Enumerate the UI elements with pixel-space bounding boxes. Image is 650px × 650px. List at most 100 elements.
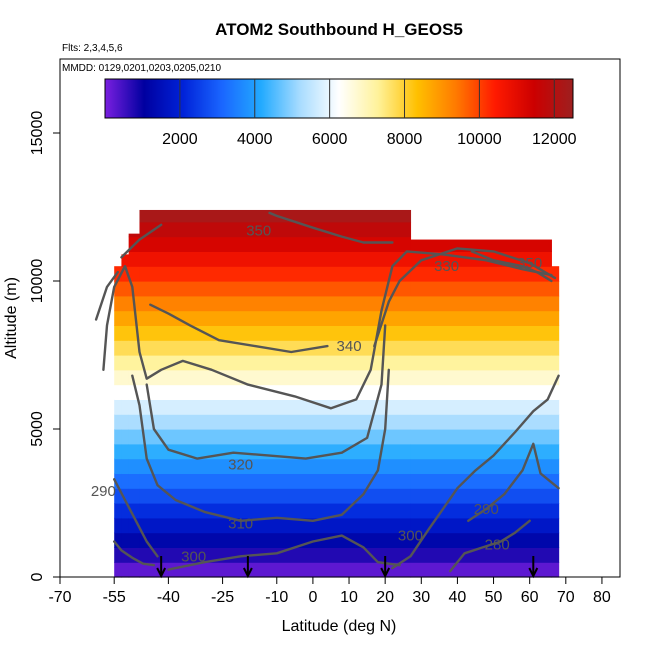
- heatmap-cell: [121, 399, 130, 415]
- heatmap-cell: [114, 325, 123, 341]
- heatmap-cell: [551, 281, 560, 297]
- x-tick-label: -25: [211, 589, 234, 606]
- contour-labels: 280 290 290 300 300 310 320 330 340 350 350: [91, 223, 542, 566]
- heatmap-cell: [121, 340, 130, 356]
- heatmap-cell: [128, 369, 141, 386]
- dates-note: MMDD: 0129,0201,0203,0205,0210: [62, 63, 221, 74]
- heatmap-cell: [128, 251, 141, 267]
- heatmap-cell: [410, 547, 552, 563]
- heatmap-cell: [139, 310, 412, 326]
- heatmap-cell: [139, 429, 412, 445]
- heatmap-cell: [114, 458, 123, 474]
- heatmap-cell: [410, 443, 552, 460]
- contour-label: 340: [337, 338, 362, 355]
- contour-340: [94, 270, 119, 321]
- heatmap-cell: [128, 458, 141, 474]
- heatmap-cell: [139, 281, 412, 297]
- heatmap-cell: [551, 503, 560, 519]
- heatmap-cell: [410, 325, 552, 341]
- colorbar-ticks: 2000 4000 6000 8000 10000 12000: [162, 79, 577, 148]
- heatmap-cell: [139, 488, 412, 504]
- heatmap-cell: [121, 458, 130, 474]
- x-tick-label: 20: [376, 589, 394, 606]
- heatmap-cell: [139, 532, 412, 548]
- contour-310: [131, 368, 390, 522]
- y-tick-label: 0: [29, 572, 46, 581]
- heatmap-cell: [128, 325, 141, 341]
- heatmap-cell: [121, 562, 130, 578]
- y-tick-label: 5000: [29, 411, 46, 447]
- heatmap-cell: [551, 399, 560, 415]
- heatmap-cell: [410, 399, 552, 415]
- heatmap-cell: [551, 369, 560, 386]
- x-tick-label: 80: [593, 589, 611, 606]
- heatmap-cell: [551, 355, 560, 371]
- heatmap-cell: [128, 340, 141, 356]
- y-tick-label: 15000: [29, 111, 46, 156]
- heatmap-cell: [114, 384, 123, 400]
- heatmap-cell: [551, 517, 560, 534]
- heatmap-cell: [128, 266, 141, 282]
- heatmap-cell: [128, 517, 141, 534]
- x-tick-label: -70: [48, 589, 71, 606]
- heatmap-cell: [410, 384, 552, 400]
- contour-label: 280: [485, 536, 510, 553]
- heatmap-cell: [121, 369, 130, 386]
- heatmap-cell: [114, 488, 123, 504]
- heatmap-cell: [121, 503, 130, 519]
- colorbar-tick-label: 6000: [312, 131, 348, 148]
- heatmap-cell: [114, 310, 123, 326]
- heatmap-cell: [139, 355, 412, 371]
- heatmap-cell: [128, 414, 141, 430]
- heatmap-cell: [114, 340, 123, 356]
- heatmap-cell: [139, 414, 412, 430]
- heatmap-cell: [128, 233, 141, 238]
- heatmap-cell: [139, 473, 412, 489]
- heatmap-cell: [139, 517, 412, 534]
- heatmap-cell: [121, 517, 130, 534]
- colorbar-gradient: [104, 78, 574, 119]
- heatmap-cell: [139, 547, 412, 563]
- heatmap-cell: [121, 384, 130, 400]
- x-axis: -70 -55 -40 -25 -10 0 10 20 30 40 50 60 70 80: [48, 576, 620, 606]
- heatmap-cell: [551, 473, 560, 489]
- heatmap-cell: [128, 547, 141, 563]
- contour-300: [391, 374, 560, 570]
- heatmap-cell: [128, 310, 141, 326]
- heatmap-cell: [139, 251, 412, 267]
- flight-markers: [156, 556, 539, 579]
- heatmap-cell: [114, 532, 123, 548]
- heatmap-cell: [121, 532, 130, 548]
- colorbar-tick-label: 4000: [237, 131, 273, 148]
- heatmap-cell: [551, 340, 560, 356]
- heatmap-cell: [551, 414, 560, 430]
- heatmap-cell: [410, 340, 552, 356]
- heatmap-cell: [128, 443, 141, 460]
- colorbar: 2000 4000 6000 8000 10000 12000: [104, 78, 577, 148]
- heatmap-cell: [121, 254, 130, 267]
- heatmap-cell: [139, 295, 412, 312]
- down-arrow-icon: [156, 556, 167, 579]
- contour-label: 300: [398, 528, 423, 545]
- contour-290: [467, 442, 560, 522]
- x-tick-label: 60: [521, 589, 539, 606]
- down-arrow-icon: [528, 556, 539, 579]
- heatmap-cell: [139, 221, 412, 238]
- heatmap-cell: [410, 473, 552, 489]
- contour-300: [167, 534, 401, 571]
- down-arrow-icon: [380, 556, 391, 579]
- heatmap-cell: [128, 473, 141, 489]
- heatmap-cell: [128, 488, 141, 504]
- y-axis: 0 5000 10000 15000: [29, 59, 61, 581]
- contour-lines: [94, 211, 560, 573]
- heatmap-cell: [410, 517, 552, 534]
- heatmap-cell: [551, 458, 560, 474]
- heatmap-cell: [139, 399, 412, 415]
- contour-350: [470, 250, 553, 283]
- heatmap-cell: [551, 295, 560, 312]
- heatmap-cell: [139, 266, 412, 282]
- heatmap-cell: [128, 562, 141, 578]
- plot-area: 280 290 290 300 300 310 320 330 340 350 350: [59, 58, 621, 579]
- heatmap-cell: [551, 384, 560, 400]
